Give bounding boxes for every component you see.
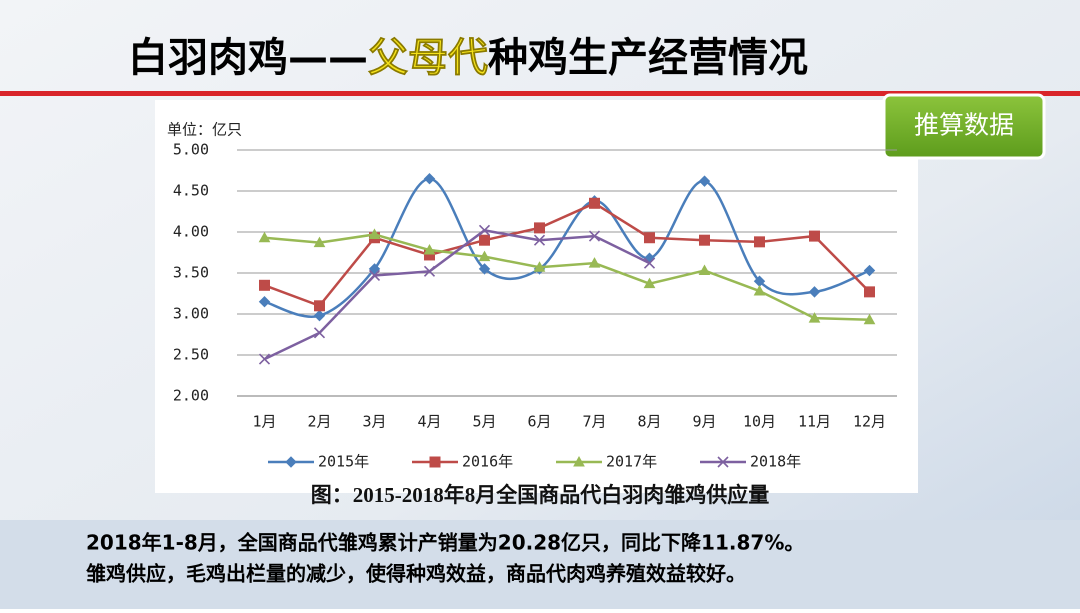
marker: [698, 175, 711, 187]
chart-area: [155, 100, 918, 493]
marker: [809, 230, 820, 242]
marker: [258, 295, 271, 308]
marker: [699, 234, 710, 246]
legend-label: 2017年: [606, 453, 657, 471]
marker: [864, 286, 875, 298]
y-tick-label: 2.00: [173, 387, 209, 405]
marker: [533, 261, 546, 272]
x-tick-label: 3月: [362, 413, 386, 431]
y-tick-label: 5.00: [173, 141, 209, 159]
x-tick-label: 8月: [637, 413, 661, 431]
series-line: [263, 229, 651, 361]
legend-label: 2018年: [750, 453, 801, 471]
body-line: 雏鸡供应，毛鸡出栏量的减少，使得种鸡效益，商品代肉鸡养殖效益较好。: [86, 562, 746, 586]
marker: [258, 231, 271, 243]
x-tick-label: 4月: [417, 413, 441, 431]
marker: [698, 264, 711, 276]
marker: [533, 234, 546, 246]
title-highlight: 父母代: [368, 35, 488, 81]
marker: [863, 264, 876, 277]
marker: [313, 236, 326, 248]
x-tick-label: 11月: [798, 413, 831, 431]
x-tick-label: 9月: [692, 413, 716, 431]
marker: [285, 456, 297, 468]
marker: [588, 257, 601, 268]
marker: [478, 250, 491, 262]
marker: [368, 228, 381, 239]
marker: [808, 286, 821, 298]
x-tick-label: 1月: [252, 413, 276, 431]
marker: [534, 222, 545, 234]
marker: [754, 236, 765, 248]
marker: [863, 313, 876, 325]
marker: [643, 257, 656, 269]
legend-label: 2015年: [318, 453, 369, 471]
y-tick-label: 2.50: [173, 346, 209, 364]
marker: [588, 230, 601, 242]
slide-title: 白羽肉鸡——父母代种鸡生产经营情况: [128, 35, 808, 81]
x-tick-label: 12月: [853, 413, 886, 431]
x-tick-label: 2月: [307, 413, 331, 431]
marker: [573, 455, 585, 467]
marker: [479, 234, 490, 246]
marker: [258, 353, 271, 365]
marker: [753, 285, 766, 296]
marker: [313, 309, 326, 322]
marker: [423, 265, 436, 277]
marker: [429, 456, 441, 468]
badge-text: 推算数据: [914, 111, 1014, 140]
marker: [368, 269, 381, 282]
marker: [259, 279, 270, 291]
marker: [423, 172, 436, 185]
marker: [368, 263, 381, 275]
plot: 2.00 2.50 3.00 3.50 4.00 4.50 5.00 1月 2月 3月 4月 5月 6月…: [173, 141, 897, 471]
marker: [423, 244, 436, 255]
series-line: [264, 233, 870, 321]
x-tick-label: 7月: [582, 413, 606, 431]
series-line: [264, 201, 871, 308]
marker: [478, 263, 491, 275]
title-rule: [0, 91, 1080, 96]
marker: [808, 312, 821, 323]
x-tick-label: 10月: [743, 413, 776, 431]
y-tick-label: 4.50: [173, 182, 209, 200]
title-part: 种鸡生产经营情况: [488, 35, 808, 81]
badge: [882, 93, 1046, 160]
x-tick-label: 6月: [527, 413, 551, 431]
y-tick-label: 3.00: [173, 305, 209, 323]
y-tick-label: 3.50: [173, 264, 209, 282]
unit-label: 单位：亿只: [167, 121, 242, 139]
footer-band: [0, 520, 1080, 609]
marker: [644, 232, 655, 244]
caption: 图：2015-2018年8月全国商品代白羽肉雏鸡供应量: [311, 483, 770, 507]
title-part: 白羽肉鸡——: [128, 35, 368, 81]
body-line: 2018年1-8月，全国商品代雏鸡累计产销量为20.28亿只，同比下降11.87…: [86, 531, 804, 555]
marker: [314, 300, 325, 312]
marker: [717, 456, 729, 468]
marker: [589, 197, 600, 209]
marker: [643, 277, 656, 289]
x-tick-label: 5月: [472, 413, 496, 431]
marker: [313, 327, 326, 339]
legend-label: 2016年: [462, 453, 513, 471]
y-tick-label: 4.00: [173, 223, 209, 241]
marker: [478, 224, 491, 236]
